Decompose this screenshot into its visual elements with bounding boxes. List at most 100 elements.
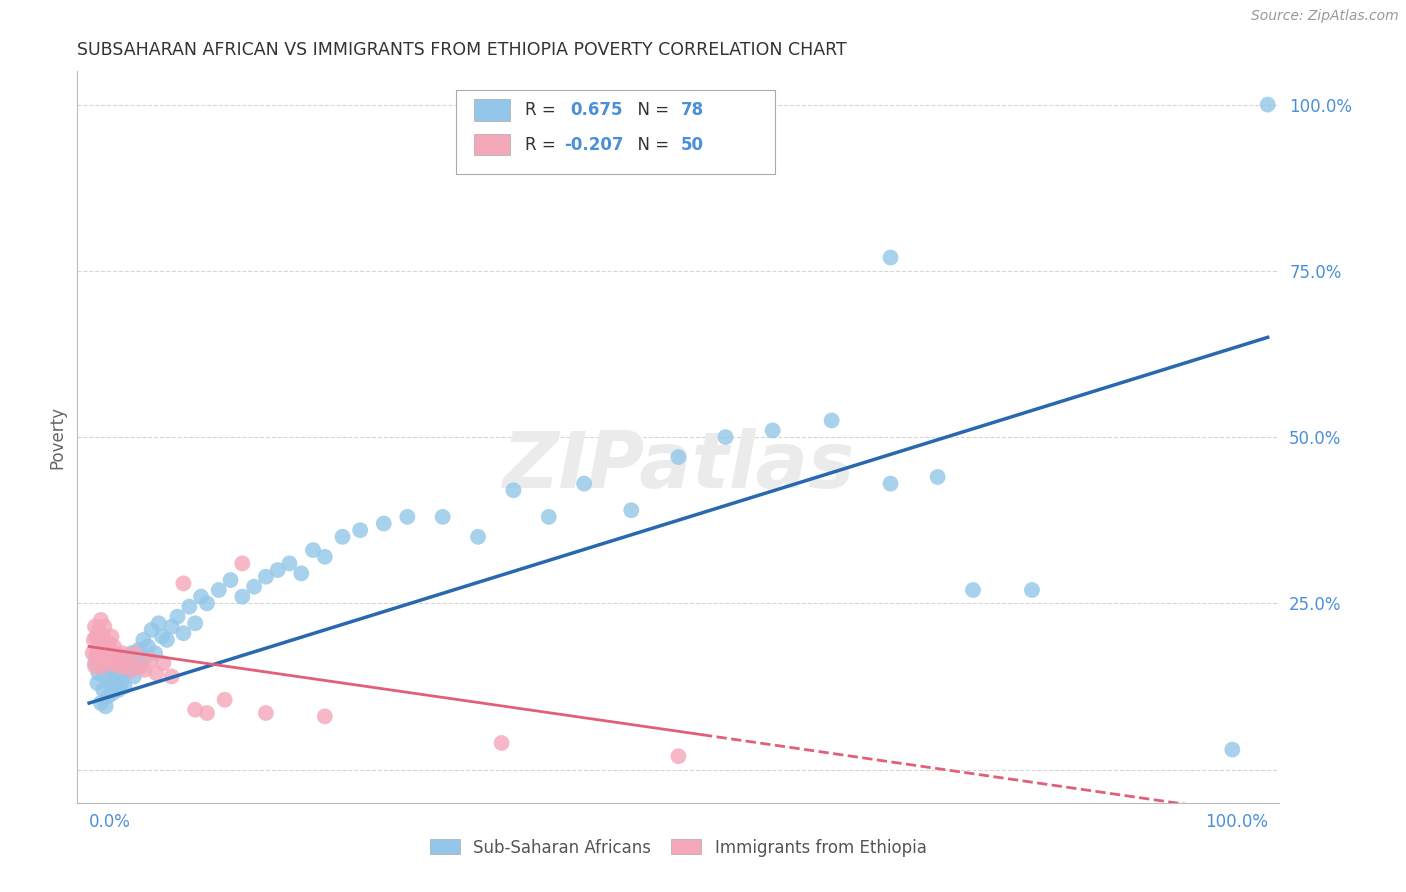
Text: SUBSAHARAN AFRICAN VS IMMIGRANTS FROM ETHIOPIA POVERTY CORRELATION CHART: SUBSAHARAN AFRICAN VS IMMIGRANTS FROM ET… [77,41,846,59]
Point [184,616,207,631]
Point [134,663,156,677]
Point [314,709,336,723]
Point [114,659,136,673]
Point [278,557,301,571]
Point [467,530,489,544]
Point [762,424,785,438]
Point [86,643,108,657]
Point [125,653,148,667]
Point [115,656,138,670]
Point [172,626,194,640]
Point [91,630,114,644]
Point [302,543,325,558]
Point [97,649,120,664]
Point [143,646,166,660]
Point [879,476,901,491]
Point [103,673,125,687]
Point [108,669,131,683]
Point [135,649,157,664]
Point [1021,582,1043,597]
Point [373,516,395,531]
Point [83,632,105,647]
Point [94,699,117,714]
Point [90,613,112,627]
Point [121,646,143,660]
Point [1257,97,1279,112]
FancyBboxPatch shape [474,134,510,155]
Point [86,653,108,667]
Point [267,563,290,577]
Point [91,646,114,660]
Point [90,696,112,710]
Point [666,749,689,764]
Point [1220,742,1243,756]
Point [195,706,218,720]
Point [84,649,107,664]
Point [90,649,112,664]
Point [114,666,136,681]
Point [128,659,150,673]
Point [111,646,134,660]
Point [118,663,141,677]
Point [160,619,183,633]
Text: Source: ZipAtlas.com: Source: ZipAtlas.com [1251,9,1399,23]
Point [129,659,152,673]
Point [132,632,155,647]
Point [114,680,136,694]
Point [111,649,134,664]
Point [396,509,419,524]
Point [93,619,115,633]
Text: 0.675: 0.675 [571,101,623,120]
Point [152,656,174,670]
Point [156,632,179,647]
Point [166,609,188,624]
Point [254,706,277,720]
Point [93,669,115,683]
Point [124,646,146,660]
Point [190,590,212,604]
FancyBboxPatch shape [456,90,775,174]
Point [108,659,131,673]
Point [502,483,524,498]
Point [100,680,122,694]
Point [128,643,150,657]
Point [98,663,121,677]
Point [349,523,371,537]
Point [91,659,114,673]
Point [103,640,125,654]
Point [150,630,173,644]
Point [148,616,170,631]
Point [820,413,842,427]
Point [101,686,124,700]
Point [107,649,129,664]
Point [537,509,560,524]
Point [94,653,117,667]
Point [121,663,143,677]
Point [195,596,218,610]
Text: ZIPatlas: ZIPatlas [502,428,855,504]
Point [491,736,513,750]
Point [104,656,127,670]
Point [179,599,201,614]
Point [208,582,231,597]
Point [84,630,107,644]
Point [84,619,107,633]
Point [107,682,129,697]
Point [122,669,145,683]
Point [87,666,110,681]
Point [666,450,689,464]
Point [89,632,111,647]
Point [714,430,737,444]
Point [91,682,114,697]
Point [107,659,129,673]
Text: N =: N = [627,136,673,153]
Point [172,576,194,591]
Text: N =: N = [627,101,673,120]
Point [243,580,266,594]
Point [96,653,118,667]
Point [231,557,253,571]
Legend: Sub-Saharan Africans, Immigrants from Ethiopia: Sub-Saharan Africans, Immigrants from Et… [430,838,927,856]
Text: -0.207: -0.207 [564,136,624,153]
Point [84,656,107,670]
Point [572,476,595,491]
